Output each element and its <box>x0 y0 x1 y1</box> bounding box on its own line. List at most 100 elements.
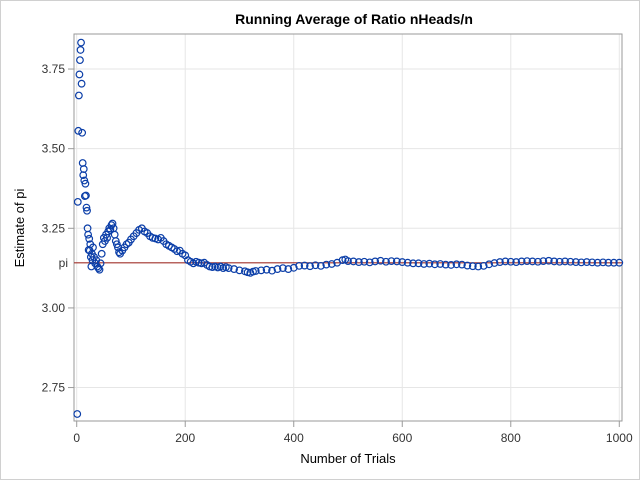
data-point <box>409 259 418 268</box>
data-point <box>257 266 266 275</box>
y-axis: 2.75 3.00 3.25 3.50 3.75 <box>42 62 74 395</box>
data-point <box>392 257 401 266</box>
data-point <box>316 261 325 270</box>
data-point <box>452 260 461 269</box>
data-point <box>425 259 434 268</box>
data-point <box>349 257 358 266</box>
data-point <box>278 264 287 273</box>
data-point <box>593 258 602 267</box>
data-point <box>82 191 90 200</box>
pi-reference-label: pi <box>59 256 68 270</box>
data-point <box>414 259 423 268</box>
data-point <box>97 249 106 258</box>
data-point <box>354 258 363 266</box>
plot-area <box>73 33 623 422</box>
data-point <box>403 258 412 267</box>
data-point <box>76 46 85 54</box>
data-point <box>561 257 569 266</box>
x-axis: 0 200 400 600 800 1000 <box>73 421 633 445</box>
data-point <box>604 258 613 267</box>
data-point <box>577 258 586 267</box>
data-point <box>73 410 82 418</box>
data-point <box>81 179 90 188</box>
data-point <box>447 261 455 269</box>
data-point <box>458 260 466 269</box>
x-tick-label: 600 <box>392 431 412 445</box>
data-point <box>82 203 91 212</box>
data-point <box>268 266 276 275</box>
y-axis-label: Estimate of pi <box>12 189 27 268</box>
data-point <box>327 260 336 268</box>
data-point <box>289 263 298 272</box>
data-point <box>463 261 472 270</box>
data-point <box>534 257 542 266</box>
data-point <box>322 260 331 269</box>
data-point <box>311 261 320 270</box>
x-tick-label: 200 <box>175 431 195 445</box>
data-point <box>588 258 597 267</box>
data-point <box>273 265 282 273</box>
data-point <box>110 230 119 239</box>
data-point <box>284 265 293 273</box>
data-point <box>544 256 553 265</box>
data-point <box>78 128 87 137</box>
data-point <box>75 70 84 79</box>
data-point <box>108 219 117 228</box>
data-point <box>436 260 445 268</box>
data-point <box>79 165 88 173</box>
data-point <box>83 206 91 215</box>
x-tick-label: 0 <box>73 431 80 445</box>
data-point <box>490 259 499 267</box>
data-point <box>441 260 450 269</box>
data-point <box>360 257 369 266</box>
data-point <box>122 240 131 249</box>
y-tick-label: 3.00 <box>42 301 66 315</box>
x-axis-label: Number of Trials <box>300 451 396 466</box>
data-point <box>420 260 428 268</box>
data-point <box>235 266 244 275</box>
data-point <box>89 243 97 252</box>
data-point <box>523 257 531 266</box>
y-tick-label: 2.75 <box>42 381 66 395</box>
data-point <box>344 257 352 266</box>
y-tick-label: 3.50 <box>42 142 66 156</box>
data-point <box>376 256 385 265</box>
data-point <box>262 265 271 274</box>
data-point <box>84 230 93 239</box>
data-point <box>73 197 82 206</box>
data-point <box>398 258 407 266</box>
data-point <box>485 260 493 269</box>
data-points <box>73 38 624 418</box>
data-point <box>96 259 105 268</box>
y-tick-label: 3.25 <box>42 221 66 235</box>
data-point <box>76 56 84 65</box>
data-point <box>371 257 380 266</box>
data-point <box>365 258 374 267</box>
grid <box>74 34 622 421</box>
data-point <box>501 257 510 266</box>
y-tick-label: 3.75 <box>42 62 66 76</box>
data-point <box>77 38 85 47</box>
data-point <box>224 264 233 273</box>
data-point <box>77 79 86 88</box>
data-point <box>479 261 488 270</box>
data-point <box>609 258 618 267</box>
data-point <box>74 126 83 135</box>
data-point <box>599 258 607 267</box>
data-point <box>582 258 591 266</box>
data-point <box>306 262 314 271</box>
data-point <box>539 257 548 266</box>
data-point <box>555 257 564 266</box>
x-tick-label: 1000 <box>606 431 633 445</box>
data-point <box>528 257 537 266</box>
data-point <box>295 261 304 270</box>
data-point <box>506 257 515 266</box>
data-point <box>251 267 260 275</box>
data-point <box>85 234 94 243</box>
data-point <box>615 258 624 267</box>
data-point <box>387 257 396 266</box>
data-point <box>230 265 238 273</box>
data-point <box>382 257 390 266</box>
data-point <box>550 257 559 266</box>
